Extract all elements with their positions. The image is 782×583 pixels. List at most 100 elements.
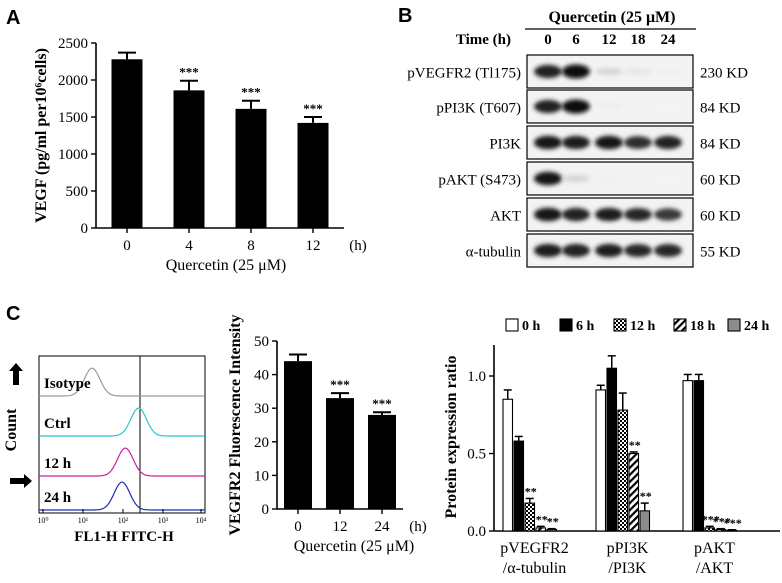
- flow-frame: [38, 355, 206, 514]
- fluor-y-label: VEGFR2 Fluorescence Intensity: [227, 314, 244, 535]
- vegf-x-unit: (h): [349, 238, 367, 254]
- flow-trace-label: Isotype: [44, 376, 91, 392]
- blot-band: [624, 103, 652, 110]
- ratio-significance: **: [629, 438, 641, 452]
- legend-label: 6 h: [576, 319, 595, 334]
- ratio-significance: **: [536, 512, 548, 526]
- legend-swatch: [559, 318, 573, 332]
- blot-band: [562, 174, 590, 183]
- blot-band: [562, 99, 590, 114]
- blot-band: [595, 207, 623, 222]
- blot-band: [595, 135, 623, 150]
- ratio-significance: **: [640, 489, 652, 503]
- ratio-bar: [595, 389, 607, 532]
- fluor-bar: [326, 398, 354, 509]
- blot-row-label: pPI3K (T607): [436, 101, 521, 117]
- arrow-right-icon: [10, 474, 32, 488]
- blot-row-label: α-tubulin: [466, 245, 522, 261]
- fluor-xtick-label: 24: [375, 519, 391, 535]
- blot-lane-label: 12: [602, 32, 617, 48]
- ratio-bar: [524, 502, 536, 532]
- blot-band: [624, 175, 652, 182]
- chart-vegf: 0 500 1000 1500 2000 2500 0 4 *** 8 *** 12 *** (h) Que…: [33, 36, 367, 274]
- flow-xtick-label: 10²: [118, 516, 129, 525]
- blot-size-label: 230 KD: [700, 66, 748, 82]
- blot-lane-label: 6: [572, 32, 580, 48]
- vegf-xtick-label: 8: [247, 238, 255, 254]
- vegf-ytick-label: 1500: [58, 110, 88, 126]
- vegf-ytick-label: 2000: [58, 73, 88, 89]
- vegf-bar: [111, 59, 143, 228]
- vegf-xtick-label: 12: [306, 238, 321, 254]
- flow-xtick-label: 10¹: [78, 516, 89, 525]
- flow-histograms: Isotype Ctrl 12 h 24 h 10⁰ 10¹ 10² 10³ 10⁴ FL1-H …: [3, 355, 207, 545]
- ratio-bar: [682, 380, 694, 532]
- blot-band: [624, 68, 652, 75]
- legend-swatch: [727, 318, 741, 332]
- legend-label: 12 h: [630, 319, 656, 334]
- ratio-ytick-label: 0.0: [467, 524, 486, 540]
- vegf-xtick-label: 0: [123, 238, 131, 254]
- flow-trace: [39, 447, 205, 477]
- panel-label-c: C: [6, 303, 20, 325]
- blot-band: [534, 207, 562, 222]
- fluor-ytick-label: 30: [254, 401, 269, 417]
- ratio-bar: [535, 527, 547, 532]
- vegf-significance: ***: [303, 101, 323, 116]
- legend-swatch: [505, 318, 519, 332]
- blot-band: [534, 171, 562, 186]
- fluor-xtick-label: 0: [294, 519, 302, 535]
- blot-band: [534, 64, 562, 79]
- flow-trace: [39, 407, 205, 437]
- ratio-ytick-label: 1.0: [467, 369, 486, 385]
- blot-band: [654, 243, 682, 258]
- fluor-bar: [284, 361, 312, 509]
- ratio-group-label-2: /AKT: [696, 560, 734, 577]
- blot-band: [562, 243, 590, 258]
- blot-size-label: 84 KD: [700, 101, 741, 117]
- flow-trace-label: 12 h: [44, 456, 72, 472]
- blot-band: [595, 67, 623, 76]
- blot-band: [562, 64, 590, 79]
- blot-row-label: AKT: [490, 209, 521, 225]
- ratio-y-label: Protein expression ratio: [443, 356, 460, 519]
- vegf-y-label: VEGF (pg/ml per10⁶cells): [33, 48, 50, 223]
- vegf-ytick-label: 2500: [58, 36, 88, 52]
- ratio-significance: **: [547, 515, 559, 529]
- fluor-ytick-label: 10: [254, 468, 269, 484]
- ratio-group-label-2: /α-tubulin: [503, 560, 567, 577]
- fluor-xtick-label: 12: [333, 519, 348, 535]
- blot-band: [654, 68, 682, 75]
- ratio-significance: ***: [702, 512, 720, 526]
- vegf-ytick-label: 1000: [58, 147, 88, 163]
- ratio-bar: [628, 452, 640, 532]
- blot-row-label: pVEGFR2 (Tl175): [407, 66, 521, 82]
- blot-row-label: PI3K: [489, 137, 521, 153]
- blot-lane-label: 0: [544, 32, 552, 48]
- flow-x-label: FL1-H FITC-H: [74, 529, 174, 545]
- legend-label: 0 h: [522, 319, 541, 334]
- fluor-significance: ***: [372, 396, 392, 411]
- legend-swatch: [673, 318, 687, 332]
- ratio-bar: [606, 367, 618, 532]
- vegf-ytick-label: 500: [66, 184, 89, 200]
- ratio-group-label-2: /PI3K: [608, 560, 647, 577]
- vegf-bar: [297, 122, 329, 228]
- chart-fluorescence: 0 10 20 30 40 50 0 12 *** 24 *** (h) Quercetin (25 μ…: [227, 314, 427, 555]
- ratio-ytick-label: 0.5: [467, 447, 486, 463]
- blot-band: [654, 103, 682, 110]
- ratio-bar: [546, 528, 558, 532]
- blot-band: [624, 243, 652, 258]
- vegf-bar: [235, 108, 267, 228]
- ratio-group-label: pAKT: [694, 540, 735, 557]
- panel-label-a: A: [6, 7, 20, 29]
- vegf-x-label: Quercetin (25 μM): [166, 257, 287, 274]
- blot-band: [595, 175, 623, 182]
- flow-trace-label: Ctrl: [44, 416, 71, 432]
- ratio-bar: [617, 409, 629, 532]
- blot-time-label: Time (h): [456, 32, 511, 48]
- ratio-bar: [513, 440, 525, 532]
- vegf-xtick-label: 4: [185, 238, 193, 254]
- legend-label: 18 h: [690, 319, 716, 334]
